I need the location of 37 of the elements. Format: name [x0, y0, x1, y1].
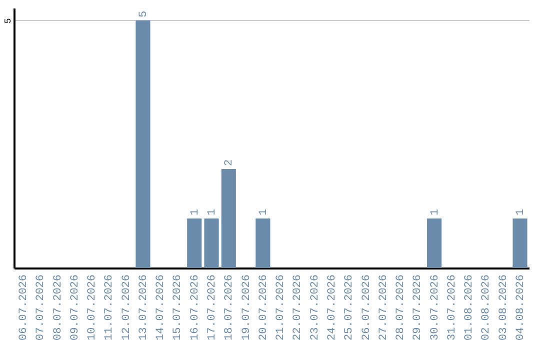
x-tick-label: 02.08.2026	[480, 274, 493, 340]
x-tick-label: 26.07.2026	[360, 274, 373, 340]
data-label: 1	[429, 208, 442, 216]
x-tick-label: 01.08.2026	[464, 274, 476, 340]
data-label: 1	[258, 208, 270, 216]
data-label: 2	[224, 159, 236, 166]
x-tick-label: 18.07.2026	[224, 274, 236, 340]
x-tick-label: 04.08.2026	[515, 274, 528, 340]
x-tick-label: 27.07.2026	[378, 274, 390, 340]
x-tick-label: 03.08.2026	[498, 274, 510, 340]
x-tick-label: 24.07.2026	[326, 274, 338, 340]
x-tick-label: 12.07.2026	[120, 274, 133, 340]
x-tick-label: 19.07.2026	[240, 274, 253, 340]
data-label: 1	[206, 208, 219, 216]
x-tick-label: 29.07.2026	[412, 274, 424, 340]
x-tick-label: 06.07.2026	[18, 274, 30, 340]
x-tick-label: 30.07.2026	[429, 274, 442, 340]
x-tick-label: 20.07.2026	[258, 274, 270, 340]
x-tick-label: 07.07.2026	[35, 274, 48, 340]
x-tick-label: 23.07.2026	[309, 274, 322, 340]
x-tick-label: 14.07.2026	[155, 274, 168, 340]
x-tick-label: 25.07.2026	[344, 274, 356, 340]
x-tick-label: 31.07.2026	[446, 274, 458, 340]
data-label: 5	[138, 10, 150, 18]
x-tick-label: 11.07.2026	[104, 274, 116, 340]
x-tick-label: 09.07.2026	[69, 274, 82, 340]
data-label: 1	[189, 208, 202, 216]
x-tick-label: 17.07.2026	[206, 274, 219, 340]
x-tick-label: 16.07.2026	[189, 274, 202, 340]
x-tick-label: 10.07.2026	[86, 274, 99, 340]
x-tick-label: 21.07.2026	[275, 274, 288, 340]
x-tick-label: 13.07.2026	[138, 274, 150, 340]
x-tick-label: 22.07.2026	[292, 274, 304, 340]
x-tick-label: 15.07.2026	[172, 274, 184, 340]
x-tick-label: 28.07.2026	[395, 274, 408, 340]
x-tick-label: 08.07.2026	[52, 274, 64, 340]
data-label: 1	[515, 208, 528, 216]
